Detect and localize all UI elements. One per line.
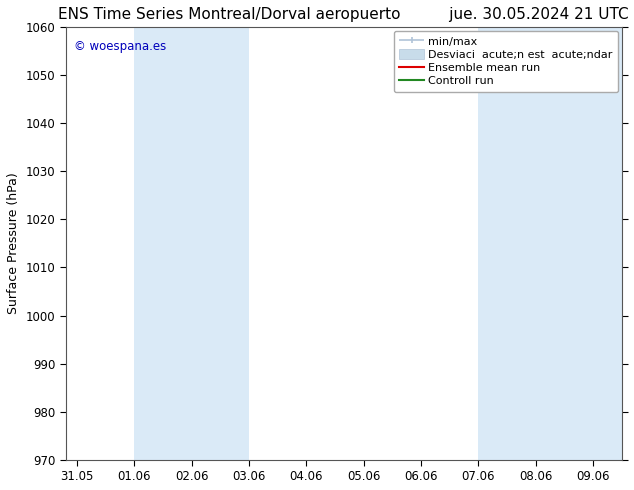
Bar [478, 27, 593, 460]
Title: ENS Time Series Montreal/Dorval aeropuerto          jue. 30.05.2024 21 UTC: ENS Time Series Montreal/Dorval aeropuer… [58, 7, 629, 22]
Legend: min/max, Desviaci  acute;n est  acute;ndar, Ensemble mean run, Controll run: min/max, Desviaci acute;n est acute;ndar… [394, 30, 618, 92]
Text: © woespana.es: © woespana.es [74, 40, 166, 53]
Bar [134, 27, 249, 460]
Bar [593, 27, 621, 460]
Y-axis label: Surface Pressure (hPa): Surface Pressure (hPa) [7, 172, 20, 314]
